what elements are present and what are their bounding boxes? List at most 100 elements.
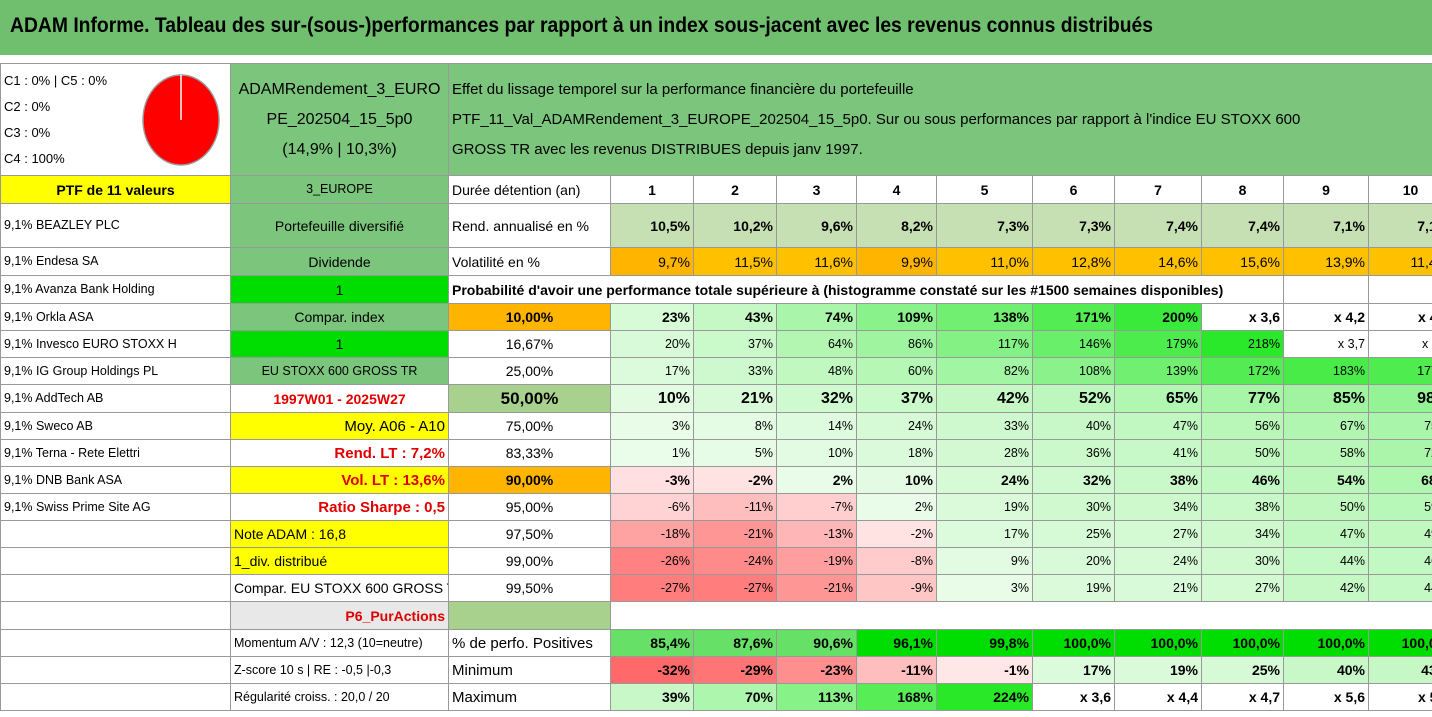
- probability-value: 60%: [856, 357, 937, 385]
- report-title: ADAM Informe. Tableau des sur-(sous-)per…: [10, 14, 1154, 37]
- max-value: x 4,4: [1114, 683, 1202, 711]
- probability-value: 30%: [1201, 547, 1284, 575]
- probability-value: 19%: [936, 493, 1033, 521]
- portfolio-info-cell: Compar. EU STOXX 600 GROSS TR: [230, 574, 449, 602]
- min-value: -23%: [776, 656, 857, 684]
- volatility-value: 9,7%: [610, 247, 694, 276]
- probability-value: 34%: [1201, 520, 1284, 548]
- annual-return-value: 10,5%: [610, 203, 694, 248]
- max-value: 70%: [693, 683, 777, 711]
- holding-row-label: 9,1% Sweco AB: [0, 412, 231, 440]
- probability-value: 58%: [1283, 439, 1369, 467]
- portfolio-info-cell: 1_div. distribué: [230, 547, 449, 575]
- probability-value: 10%: [856, 466, 937, 494]
- probability-value: 38%: [1114, 466, 1202, 494]
- diversification-label: Portefeuille diversifié: [230, 203, 449, 248]
- probability-value: 98%: [1367, 384, 1432, 413]
- min-value: -1%: [936, 656, 1033, 684]
- probability-value: 41%: [1114, 439, 1202, 467]
- probability-value: 30%: [1032, 493, 1115, 521]
- probability-value: 200%: [1114, 303, 1202, 331]
- max-value: x 4,7: [1201, 683, 1284, 711]
- empty-cell: [0, 629, 231, 657]
- probability-threshold: 90,00%: [448, 466, 611, 494]
- probability-value: 25%: [1032, 520, 1115, 548]
- probability-value: 33%: [936, 412, 1033, 440]
- max-value: x 3,6: [1032, 683, 1115, 711]
- empty-cell: [611, 602, 694, 630]
- probability-value: 146%: [1032, 330, 1115, 358]
- pos-value: 85,4%: [610, 629, 694, 657]
- portfolio-name-line: PE_202504_15_5p0: [266, 110, 413, 128]
- probability-value: -26%: [610, 547, 694, 575]
- min-value: 43%: [1367, 656, 1432, 684]
- min-value: -32%: [610, 656, 694, 684]
- probability-value: 3%: [610, 412, 694, 440]
- probability-value: 47%: [1283, 520, 1369, 548]
- annual-return-label: Rend. annualisé en %: [448, 203, 611, 248]
- holding-row-label: 9,1% AddTech AB: [0, 384, 231, 413]
- probability-threshold: 95,00%: [448, 493, 611, 521]
- probability-value: 179%: [1114, 330, 1202, 358]
- class-share-label: C3 : 0%: [4, 125, 51, 140]
- max-value: 39%: [610, 683, 694, 711]
- holding-row-label: 9,1% Terna - Rete Elettri: [0, 439, 231, 467]
- holding-row-label: 9,1% DNB Bank ASA: [0, 466, 231, 494]
- probability-value: 24%: [936, 466, 1033, 494]
- probability-value: -19%: [776, 547, 857, 575]
- annual-return-value: 7,1%: [1283, 203, 1369, 248]
- indicator-label: Momentum A/V : 12,3 (10=neutre): [230, 629, 449, 657]
- probability-value: -3%: [610, 466, 694, 494]
- probability-value: 8%: [693, 412, 777, 440]
- empty-cell: [857, 602, 937, 630]
- probability-value: 14%: [776, 412, 857, 440]
- probability-value: 67%: [1283, 412, 1369, 440]
- probability-value: 20%: [1032, 547, 1115, 575]
- probability-value: 36%: [1032, 439, 1115, 467]
- empty-cell: [937, 602, 1033, 630]
- holding-row-label: 9,1% Orkla ASA: [0, 303, 231, 331]
- probability-value: 44%: [1367, 574, 1432, 602]
- probability-value: 24%: [1114, 547, 1202, 575]
- year-header: 7: [1114, 175, 1202, 204]
- probability-value: x 4,8: [1367, 303, 1432, 331]
- holding-period-header: Durée détention (an): [448, 175, 611, 204]
- probability-value: 38%: [1201, 493, 1284, 521]
- probability-value: 40%: [1032, 412, 1115, 440]
- portfolio-info-cell: EU STOXX 600 GROSS TR: [230, 357, 449, 385]
- strategy-label: P6_PurActions: [230, 601, 449, 630]
- annual-return-value: 10,2%: [693, 203, 777, 248]
- volatility-value: 11,5%: [693, 247, 777, 276]
- probability-value: 42%: [936, 384, 1033, 413]
- empty-cell: [1367, 275, 1432, 304]
- probability-threshold: 10,00%: [448, 303, 611, 331]
- empty-cell: [777, 602, 857, 630]
- probability-value: 21%: [1114, 574, 1202, 602]
- probability-value: 85%: [1283, 384, 1369, 413]
- probability-value: 172%: [1201, 357, 1284, 385]
- volatility-value: 9,9%: [856, 247, 937, 276]
- max-value: x 5,8: [1367, 683, 1432, 711]
- probability-value: -6%: [610, 493, 694, 521]
- min-value: 25%: [1201, 656, 1284, 684]
- probability-value: 48%: [776, 357, 857, 385]
- year-header: 4: [856, 175, 937, 204]
- holding-row-label: 9,1% BEAZLEY PLC: [0, 203, 231, 248]
- probability-value: -7%: [776, 493, 857, 521]
- description-cell: Effet du lissage temporel sur la perform…: [447, 63, 1432, 176]
- empty-cell: [448, 601, 611, 630]
- probability-value: -27%: [693, 574, 777, 602]
- portfolio-info-cell: Vol. LT : 13,6%: [230, 466, 449, 494]
- pos-value: 99,8%: [936, 629, 1033, 657]
- annual-return-value: 7,3%: [1032, 203, 1115, 248]
- probability-value: 43%: [693, 303, 777, 331]
- probability-value: x 3,6: [1201, 303, 1284, 331]
- portfolio-info-cell: 1: [230, 330, 449, 358]
- holding-row-label: 9,1% IG Group Holdings PL: [0, 357, 231, 385]
- pos-value: 100,0%: [1283, 629, 1369, 657]
- portfolio-info-cell: 1997W01 - 2025W27: [230, 384, 449, 413]
- year-header: 6: [1032, 175, 1115, 204]
- probability-value: 72%: [1367, 439, 1432, 467]
- holding-row-label: 9,1% Swiss Prime Site AG: [0, 493, 231, 521]
